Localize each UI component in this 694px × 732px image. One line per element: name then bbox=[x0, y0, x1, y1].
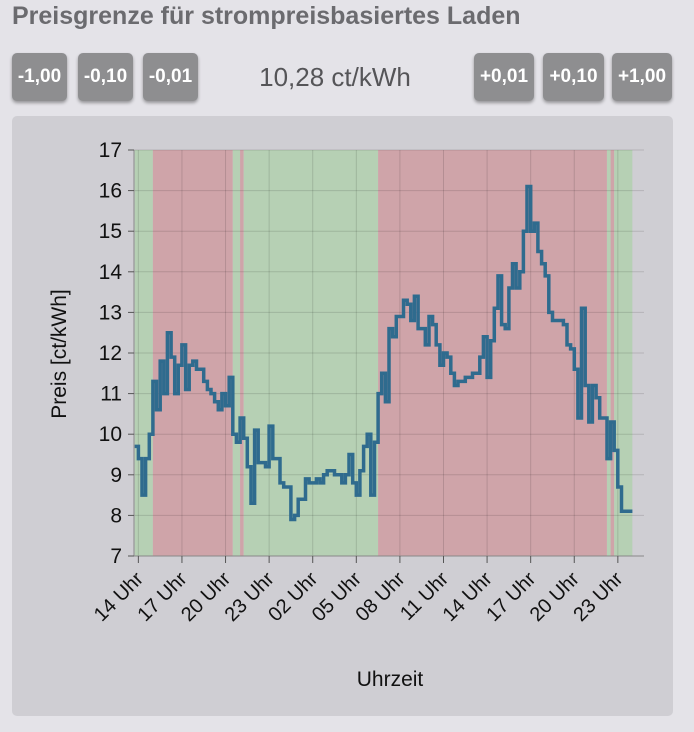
y-tick-label: 15 bbox=[99, 220, 122, 243]
page-title: Preisgrenze für strompreisbasiertes Lade… bbox=[12, 2, 521, 30]
price-line bbox=[134, 184, 633, 522]
limit-bands bbox=[134, 150, 633, 556]
y-tick-label: 16 bbox=[99, 180, 122, 203]
decrease-010-button[interactable]: -0,10 bbox=[78, 53, 133, 101]
y-tick-label: 14 bbox=[99, 261, 123, 284]
decrease-001-button[interactable]: -0,01 bbox=[143, 53, 198, 101]
y-tick-label: 13 bbox=[99, 301, 122, 324]
decrease-1-button[interactable]: -1,00 bbox=[12, 53, 67, 101]
below-limit-band bbox=[232, 150, 241, 556]
y-tick-label: 7 bbox=[110, 545, 122, 568]
increase-010-button[interactable]: +0,10 bbox=[543, 53, 604, 101]
y-tick-label: 17 bbox=[99, 139, 122, 162]
chart-series bbox=[134, 184, 633, 522]
increase-001-button[interactable]: +0,01 bbox=[474, 53, 534, 101]
y-tick-label: 11 bbox=[100, 383, 122, 406]
above-limit-band bbox=[610, 150, 615, 556]
above-limit-band bbox=[240, 150, 244, 556]
above-limit-band bbox=[378, 150, 607, 556]
x-axis-label: Uhrzeit bbox=[357, 668, 424, 691]
increase-1-button[interactable]: +1,00 bbox=[612, 53, 672, 101]
price-limit-display: 10,28 ct/kWh bbox=[259, 62, 411, 92]
y-axis: 7 8 9 10 11 12 13 14 15 16 17 bbox=[99, 139, 135, 568]
y-tick-label: 9 bbox=[110, 464, 122, 487]
y-axis-label: Preis [ct/kWh] bbox=[48, 289, 71, 419]
chart-panel: 7 8 9 10 11 12 13 14 15 16 17 14 Uhr 17 Uhr 20 Uhr 23… bbox=[12, 116, 673, 716]
x-tick-label: 23 Uhr bbox=[569, 568, 627, 626]
y-tick-label: 8 bbox=[110, 504, 122, 527]
y-tick-label: 12 bbox=[99, 342, 122, 365]
below-limit-band bbox=[606, 150, 611, 556]
x-tick-label: 08 Uhr bbox=[351, 568, 409, 626]
y-tick-label: 10 bbox=[99, 423, 122, 446]
